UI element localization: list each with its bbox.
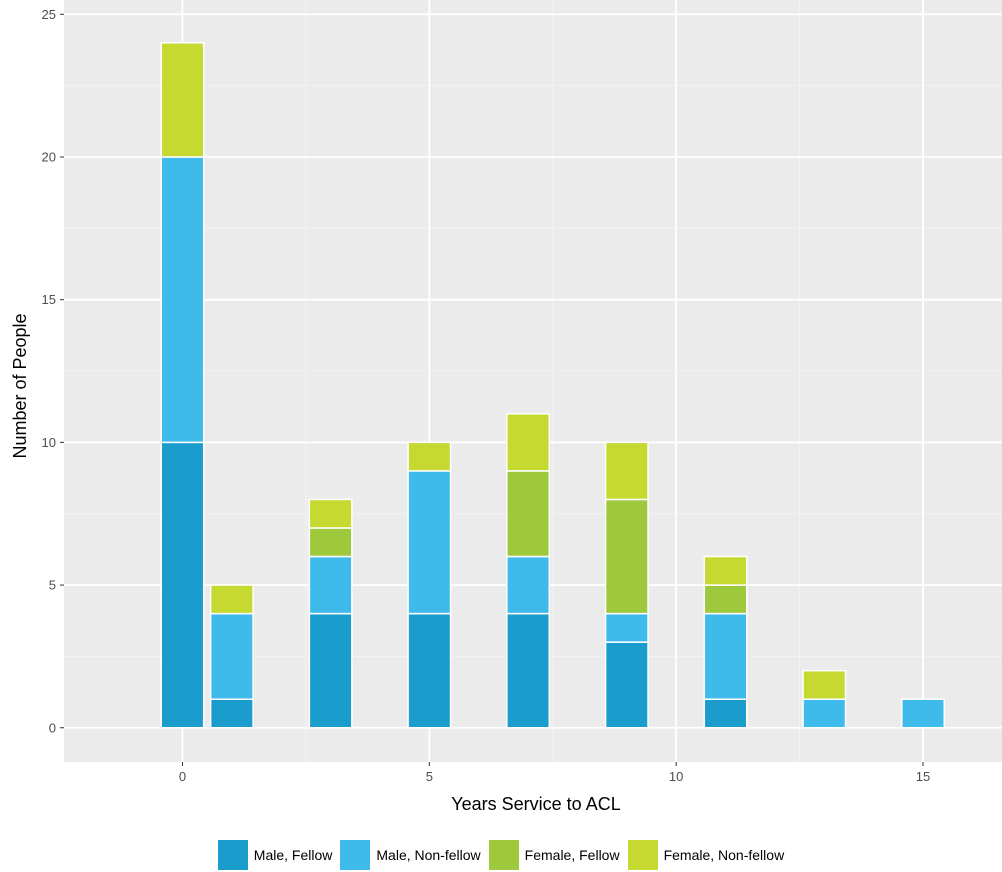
legend-key bbox=[488, 840, 519, 870]
bar-segment bbox=[506, 555, 551, 615]
bars bbox=[160, 42, 945, 729]
bar-segment bbox=[308, 612, 353, 729]
y-tick-label: 25 bbox=[42, 7, 56, 22]
legend-label: Female, Fellow bbox=[524, 847, 620, 863]
legend-item: Female, Fellow bbox=[488, 840, 620, 870]
x-axis: 0 5 10 15 bbox=[179, 762, 930, 784]
bar-segment bbox=[703, 584, 748, 615]
bar-segment bbox=[703, 612, 748, 700]
bar-segment bbox=[407, 612, 452, 729]
legend-item: Male, Fellow bbox=[217, 840, 333, 870]
legend-item: Female, Non-fellow bbox=[627, 840, 785, 870]
bar-segment bbox=[308, 555, 353, 615]
bar-segment bbox=[604, 612, 649, 643]
bar-segment bbox=[160, 42, 205, 158]
bar-segment bbox=[407, 470, 452, 615]
x-tick-label: 5 bbox=[426, 769, 433, 784]
x-axis-title: Years Service to ACL bbox=[451, 794, 620, 814]
bar-segment bbox=[604, 641, 649, 729]
bar-segment bbox=[802, 698, 847, 729]
y-axis-title: Number of People bbox=[10, 313, 30, 458]
legend-label: Male, Fellow bbox=[253, 847, 333, 863]
bar-segment bbox=[209, 612, 254, 700]
bar-segment bbox=[308, 498, 353, 529]
bar-segment bbox=[802, 669, 847, 700]
y-axis: 0 5 10 15 20 25 bbox=[42, 7, 64, 735]
x-tick-label: 0 bbox=[179, 769, 186, 784]
bar-segment bbox=[703, 555, 748, 586]
bar-segment bbox=[160, 441, 205, 729]
bar-segment bbox=[506, 612, 551, 729]
bar-segment bbox=[604, 441, 649, 501]
legend-key bbox=[217, 840, 248, 870]
legend-label: Female, Non-fellow bbox=[663, 847, 785, 863]
stacked-bar-chart: 0 5 10 15 20 25 0 5 10 15 Years Service to ACL N… bbox=[10, 0, 1002, 814]
bar-segment bbox=[209, 584, 254, 615]
bar-segment bbox=[407, 441, 452, 472]
bar-segment bbox=[703, 698, 748, 729]
legend-key bbox=[340, 840, 371, 870]
y-tick-label: 10 bbox=[42, 435, 56, 450]
y-tick-label: 5 bbox=[49, 578, 56, 593]
legend-label: Male, Non-fellow bbox=[376, 847, 481, 863]
y-tick-label: 15 bbox=[42, 292, 56, 307]
bar-segment bbox=[506, 470, 551, 558]
bar-segment bbox=[506, 413, 551, 472]
bar-segment bbox=[901, 698, 945, 729]
bar-segment bbox=[160, 156, 205, 444]
legend-key bbox=[627, 840, 658, 870]
y-tick-label: 20 bbox=[42, 149, 56, 164]
bar-segment bbox=[604, 498, 649, 615]
x-tick-label: 10 bbox=[669, 769, 683, 784]
legend-item: Male, Non-fellow bbox=[340, 840, 481, 870]
bar-segment bbox=[209, 698, 254, 729]
y-tick-label: 0 bbox=[49, 720, 56, 735]
legend: Male, Fellow Male, Non-fellow Female, Fell… bbox=[0, 838, 1002, 872]
x-tick-label: 15 bbox=[916, 769, 930, 784]
bar-segment bbox=[308, 527, 353, 558]
